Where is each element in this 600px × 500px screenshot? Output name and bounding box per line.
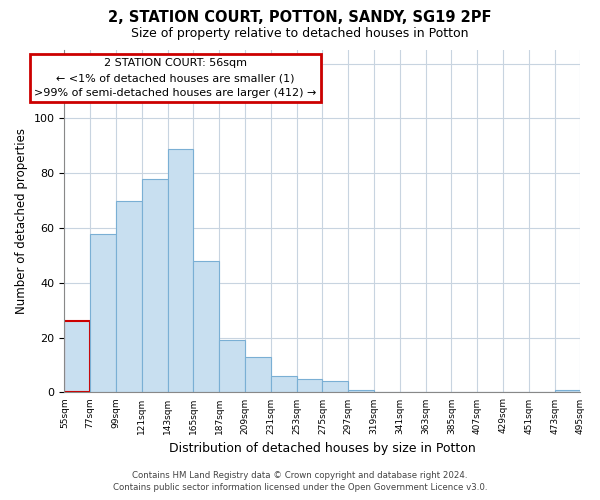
X-axis label: Distribution of detached houses by size in Potton: Distribution of detached houses by size … xyxy=(169,442,476,455)
Text: Contains HM Land Registry data © Crown copyright and database right 2024.
Contai: Contains HM Land Registry data © Crown c… xyxy=(113,471,487,492)
Text: 2, STATION COURT, POTTON, SANDY, SG19 2PF: 2, STATION COURT, POTTON, SANDY, SG19 2P… xyxy=(108,10,492,25)
Text: 2 STATION COURT: 56sqm
← <1% of detached houses are smaller (1)
>99% of semi-det: 2 STATION COURT: 56sqm ← <1% of detached… xyxy=(34,58,317,98)
Bar xyxy=(116,200,142,392)
Bar xyxy=(245,357,271,392)
Bar xyxy=(142,179,167,392)
Text: Size of property relative to detached houses in Potton: Size of property relative to detached ho… xyxy=(131,28,469,40)
Bar xyxy=(64,321,90,392)
Bar xyxy=(322,382,348,392)
Bar xyxy=(271,376,296,392)
Bar xyxy=(90,234,116,392)
Bar xyxy=(193,261,219,392)
Bar xyxy=(554,390,580,392)
Bar xyxy=(348,390,374,392)
Y-axis label: Number of detached properties: Number of detached properties xyxy=(15,128,28,314)
Bar xyxy=(296,378,322,392)
Bar xyxy=(219,340,245,392)
Bar xyxy=(167,148,193,392)
